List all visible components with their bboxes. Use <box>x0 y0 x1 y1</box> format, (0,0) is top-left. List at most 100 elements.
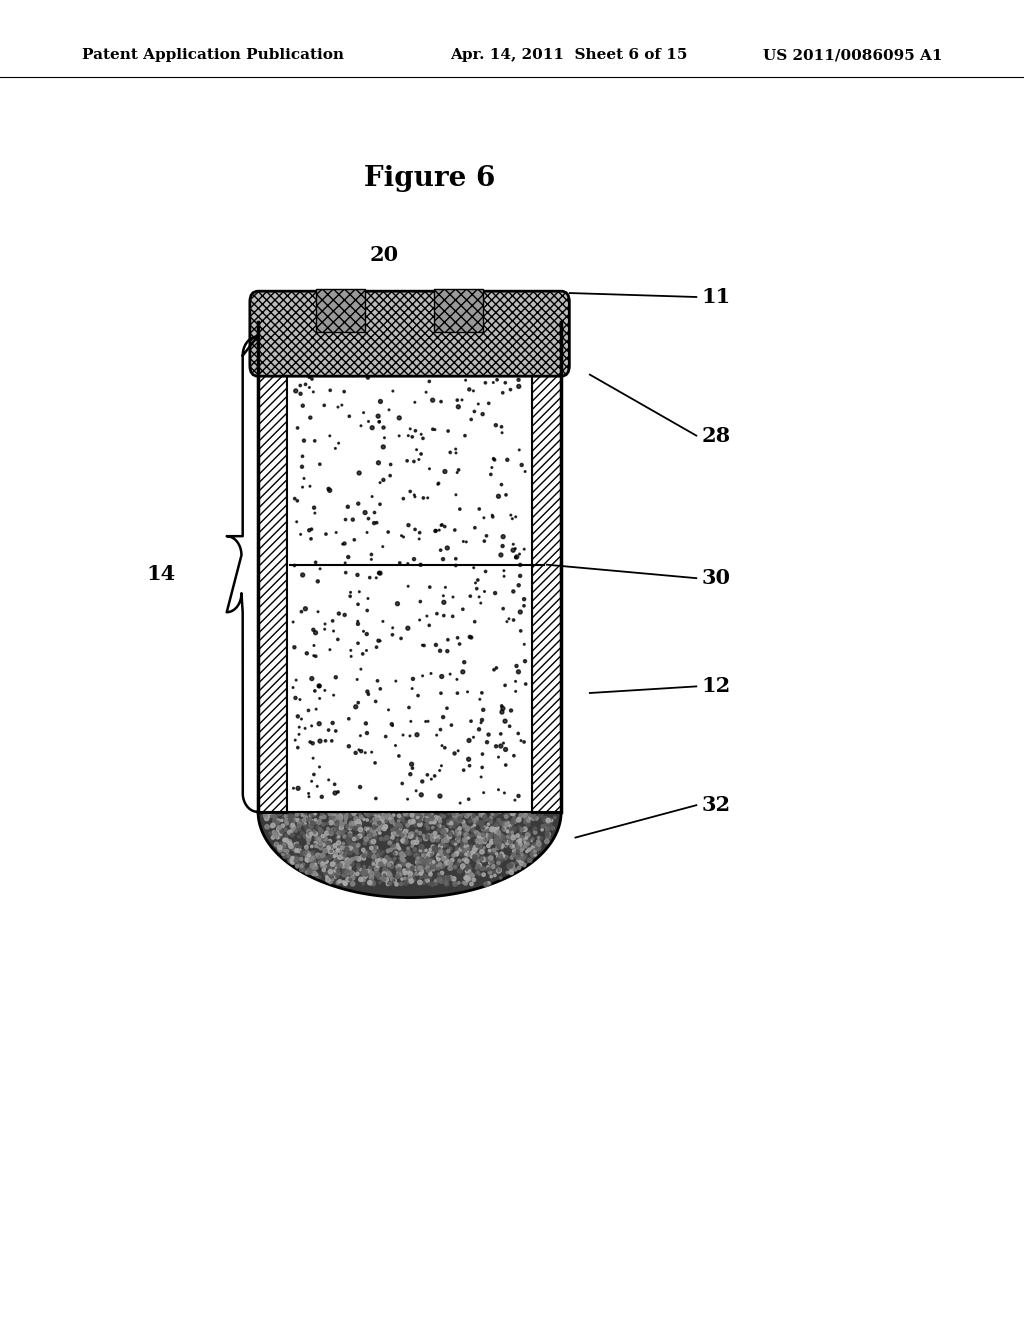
Point <box>302 731 318 752</box>
Point <box>381 853 397 874</box>
Point <box>294 813 310 834</box>
Point <box>330 628 346 649</box>
Point <box>341 851 357 873</box>
Point <box>482 847 499 869</box>
Point <box>343 645 359 667</box>
Point <box>292 801 308 822</box>
Point <box>443 801 460 822</box>
Point <box>307 833 324 854</box>
Point <box>454 843 470 865</box>
Point <box>317 847 334 869</box>
Point <box>355 809 372 830</box>
Point <box>492 800 508 821</box>
Point <box>319 855 336 876</box>
Point <box>372 678 388 700</box>
Point <box>508 859 524 880</box>
Point <box>413 800 429 821</box>
Point <box>304 368 321 389</box>
Point <box>288 688 304 709</box>
Point <box>495 383 511 404</box>
Point <box>299 643 315 664</box>
Point <box>527 845 544 866</box>
Point <box>511 574 527 595</box>
Point <box>402 825 419 846</box>
Point <box>390 862 407 883</box>
Point <box>383 853 399 874</box>
Point <box>284 850 300 871</box>
Point <box>414 771 430 792</box>
Point <box>325 713 341 734</box>
Point <box>353 741 370 762</box>
Point <box>513 796 529 817</box>
Point <box>469 807 485 828</box>
Point <box>431 869 447 890</box>
Point <box>401 842 418 863</box>
Point <box>316 849 333 870</box>
Point <box>327 850 343 871</box>
Point <box>347 696 364 717</box>
Point <box>343 796 359 817</box>
Point <box>409 824 425 845</box>
Point <box>346 813 362 834</box>
Point <box>493 867 509 888</box>
Point <box>335 801 351 822</box>
Point <box>331 829 347 850</box>
Point <box>424 804 440 825</box>
Point <box>396 861 413 882</box>
Point <box>359 601 376 622</box>
Point <box>413 805 429 826</box>
Point <box>387 735 403 756</box>
Point <box>380 841 396 862</box>
Point <box>342 825 358 846</box>
Point <box>442 664 459 685</box>
Point <box>373 391 389 412</box>
Point <box>325 341 341 362</box>
Point <box>430 846 446 867</box>
Point <box>408 858 424 879</box>
Point <box>428 635 444 656</box>
Point <box>365 820 381 841</box>
Point <box>469 797 485 818</box>
Point <box>364 871 380 892</box>
Point <box>472 801 488 822</box>
Point <box>437 820 454 841</box>
Point <box>257 805 273 826</box>
Point <box>452 824 468 845</box>
Point <box>361 873 378 894</box>
Point <box>330 781 346 803</box>
Point <box>368 568 384 589</box>
Point <box>401 824 418 845</box>
Point <box>307 645 324 667</box>
Point <box>500 862 516 883</box>
Point <box>357 866 374 887</box>
Point <box>510 846 526 867</box>
Point <box>355 847 372 869</box>
Point <box>510 841 526 862</box>
Text: Figure 6: Figure 6 <box>365 165 496 191</box>
Point <box>302 407 318 428</box>
Point <box>470 836 486 857</box>
Point <box>272 824 289 845</box>
Point <box>462 586 478 607</box>
Point <box>328 851 344 873</box>
Point <box>278 805 294 826</box>
Point <box>349 813 366 834</box>
Point <box>402 812 419 833</box>
Point <box>357 502 374 523</box>
Point <box>502 855 518 876</box>
Point <box>470 833 486 854</box>
Point <box>284 820 300 841</box>
Point <box>548 797 564 818</box>
Point <box>470 826 486 847</box>
Point <box>304 855 321 876</box>
Point <box>455 531 471 552</box>
Point <box>430 857 446 878</box>
Point <box>481 859 498 880</box>
Point <box>519 825 536 846</box>
Point <box>390 825 407 846</box>
Point <box>372 411 388 432</box>
Point <box>329 813 345 834</box>
Point <box>518 828 535 849</box>
Point <box>344 867 360 888</box>
Point <box>371 795 387 816</box>
